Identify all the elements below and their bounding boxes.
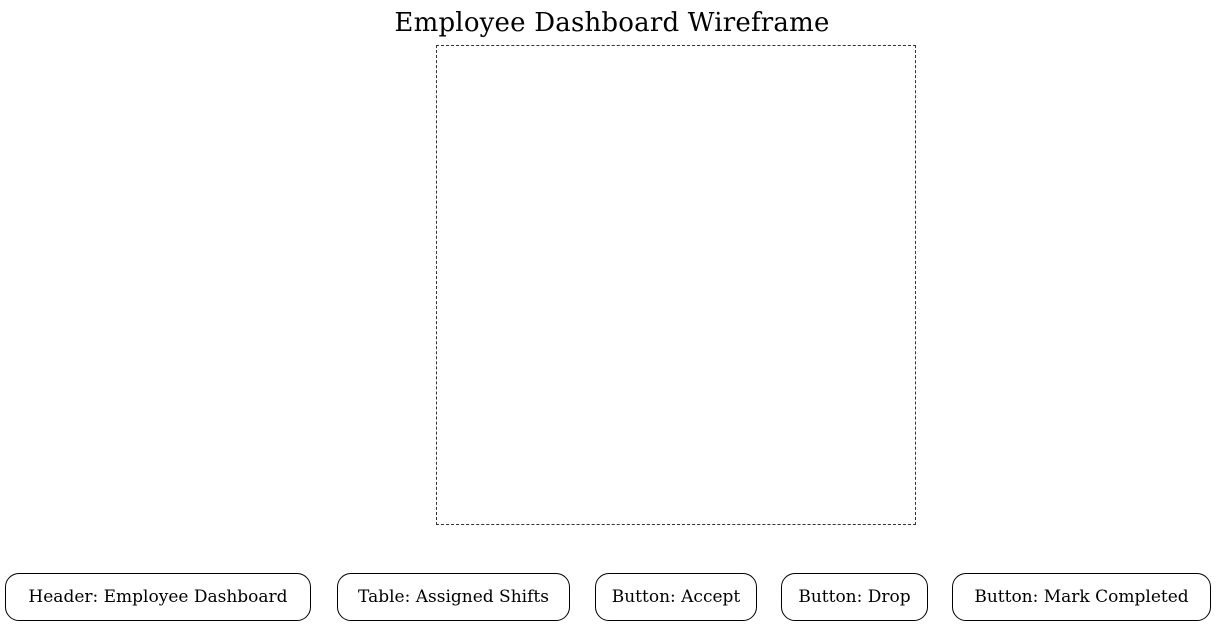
node-button-mark-completed: Button: Mark Completed — [952, 573, 1211, 621]
node-button-drop: Button: Drop — [781, 573, 928, 621]
node-table-assigned-shifts: Table: Assigned Shifts — [337, 573, 570, 621]
wireframe-cluster — [436, 45, 916, 525]
node-button-accept: Button: Accept — [595, 573, 757, 621]
diagram-title: Employee Dashboard Wireframe — [394, 8, 830, 38]
node-header-employee-dashboard: Header: Employee Dashboard — [5, 573, 311, 621]
